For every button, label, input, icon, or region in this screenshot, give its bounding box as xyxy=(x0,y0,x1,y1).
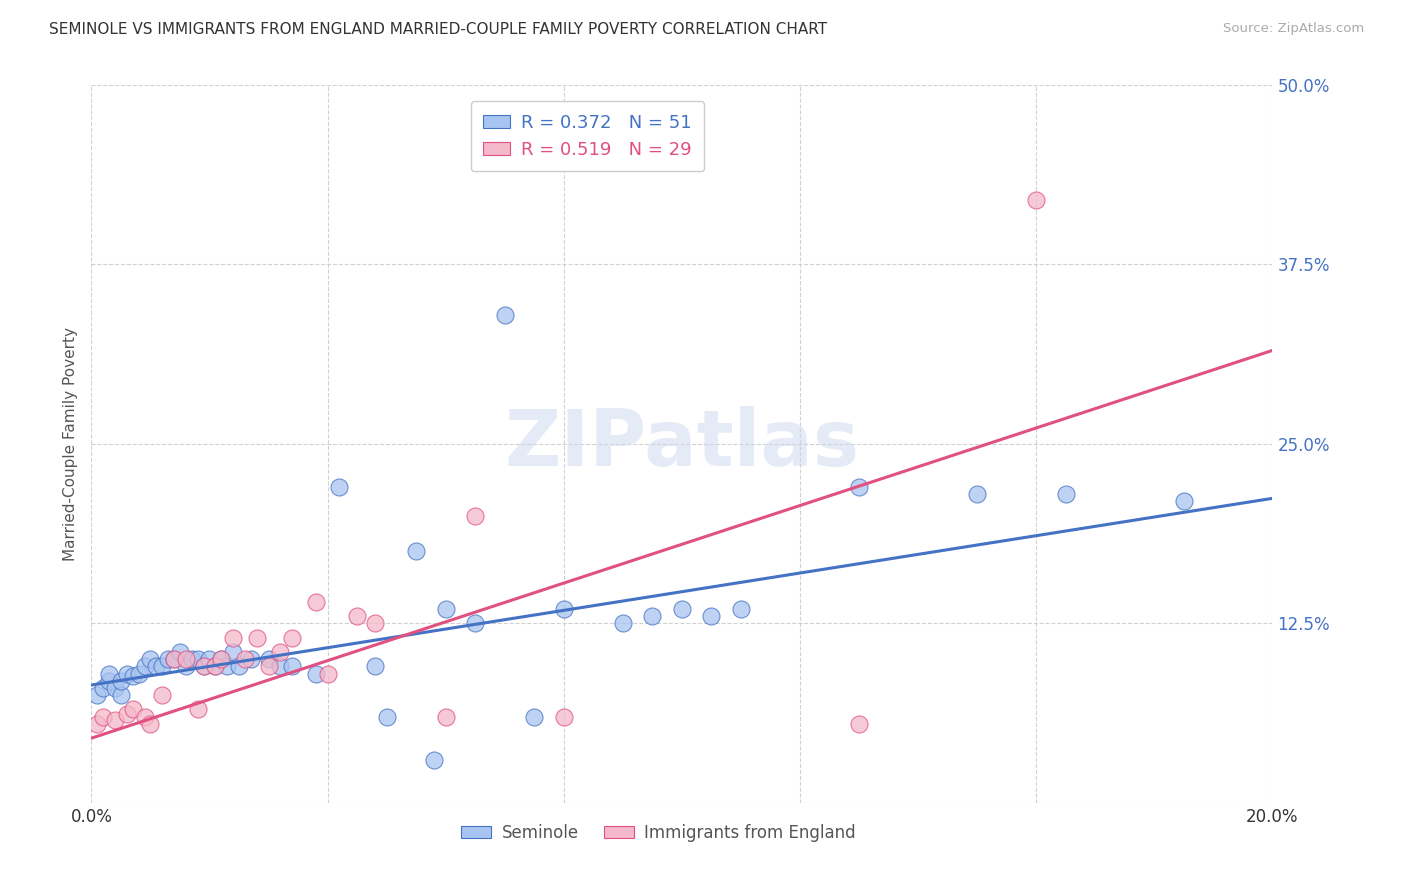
Legend: Seminole, Immigrants from England: Seminole, Immigrants from England xyxy=(454,817,862,848)
Point xyxy=(281,631,304,645)
Point xyxy=(163,652,186,666)
Point xyxy=(246,631,269,645)
Point xyxy=(671,602,693,616)
Point xyxy=(1025,193,1047,207)
Point xyxy=(169,645,191,659)
Text: ZIPatlas: ZIPatlas xyxy=(505,406,859,482)
Point xyxy=(91,681,114,695)
Point xyxy=(375,709,398,723)
Point xyxy=(305,666,328,681)
Point xyxy=(198,652,221,666)
Point xyxy=(523,709,546,723)
Point xyxy=(91,709,114,723)
Point xyxy=(98,666,121,681)
Point xyxy=(228,659,250,673)
Point xyxy=(364,616,387,631)
Point xyxy=(134,659,156,673)
Point xyxy=(316,666,339,681)
Point xyxy=(966,487,988,501)
Y-axis label: Married-Couple Family Poverty: Married-Couple Family Poverty xyxy=(62,326,77,561)
Point xyxy=(157,652,180,666)
Point xyxy=(98,673,121,688)
Point xyxy=(612,616,634,631)
Point xyxy=(494,308,516,322)
Point xyxy=(209,652,232,666)
Point xyxy=(305,595,328,609)
Point xyxy=(174,652,197,666)
Point xyxy=(328,480,350,494)
Point xyxy=(423,753,446,767)
Point xyxy=(730,602,752,616)
Point xyxy=(464,616,486,631)
Point xyxy=(110,688,132,702)
Point xyxy=(104,713,127,727)
Point xyxy=(364,659,387,673)
Point xyxy=(121,669,143,683)
Point xyxy=(1173,494,1195,508)
Point xyxy=(139,716,162,731)
Point xyxy=(134,709,156,723)
Text: SEMINOLE VS IMMIGRANTS FROM ENGLAND MARRIED-COUPLE FAMILY POVERTY CORRELATION CH: SEMINOLE VS IMMIGRANTS FROM ENGLAND MARR… xyxy=(49,22,827,37)
Point xyxy=(222,645,245,659)
Point xyxy=(187,652,209,666)
Point xyxy=(700,609,723,624)
Point xyxy=(281,659,304,673)
Point xyxy=(150,659,173,673)
Point xyxy=(434,709,457,723)
Point xyxy=(553,602,575,616)
Point xyxy=(204,659,226,673)
Point xyxy=(86,716,108,731)
Point xyxy=(257,659,280,673)
Point xyxy=(145,659,167,673)
Text: Source: ZipAtlas.com: Source: ZipAtlas.com xyxy=(1223,22,1364,36)
Point xyxy=(204,659,226,673)
Point xyxy=(257,652,280,666)
Point xyxy=(848,716,870,731)
Point xyxy=(115,666,138,681)
Point xyxy=(848,480,870,494)
Point xyxy=(269,645,291,659)
Point xyxy=(150,688,173,702)
Point xyxy=(86,688,108,702)
Point xyxy=(121,702,143,716)
Point xyxy=(139,652,162,666)
Point xyxy=(239,652,262,666)
Point xyxy=(115,706,138,721)
Point xyxy=(269,659,291,673)
Point xyxy=(193,659,215,673)
Point xyxy=(217,659,239,673)
Point xyxy=(104,681,127,695)
Point xyxy=(641,609,664,624)
Point xyxy=(180,652,202,666)
Point xyxy=(128,666,150,681)
Point xyxy=(346,609,368,624)
Point xyxy=(163,652,186,666)
Point xyxy=(222,631,245,645)
Point xyxy=(209,652,232,666)
Point xyxy=(405,544,427,558)
Point xyxy=(1054,487,1077,501)
Point xyxy=(187,702,209,716)
Point xyxy=(110,673,132,688)
Point xyxy=(553,709,575,723)
Point xyxy=(193,659,215,673)
Point xyxy=(434,602,457,616)
Point xyxy=(233,652,256,666)
Point xyxy=(174,659,197,673)
Point xyxy=(464,508,486,523)
